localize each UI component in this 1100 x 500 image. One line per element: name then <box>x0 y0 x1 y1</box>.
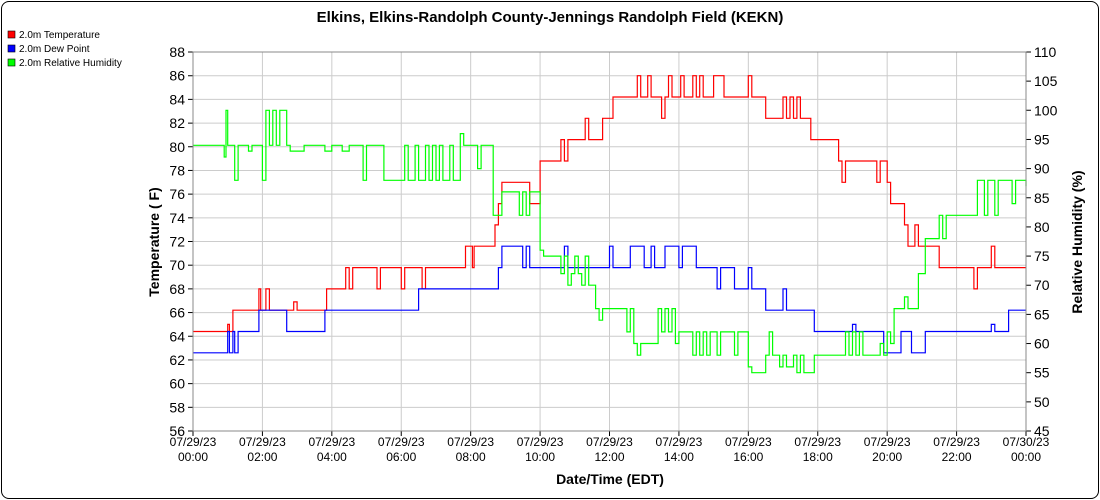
y-tick-label: 62 <box>169 352 185 368</box>
grid <box>192 51 1027 432</box>
y2-tick-label: 75 <box>1034 248 1050 264</box>
y-tick-label: 84 <box>169 91 185 107</box>
y2-tick-label: 110 <box>1034 44 1057 60</box>
legend-swatch <box>7 58 16 67</box>
y-tick-label: 64 <box>169 328 185 344</box>
x-tick-time: 12:00 <box>594 450 624 464</box>
x-tick-time: 00:00 <box>178 450 208 464</box>
legend-label: 2.0m Temperature <box>19 30 100 41</box>
x-tick-date: 07/29/23 <box>794 435 841 449</box>
y2-tick-label: 55 <box>1034 365 1050 381</box>
x-tick-time: 16:00 <box>733 450 763 464</box>
y2-tick-label: 90 <box>1034 161 1050 177</box>
y-axis-ticks: 56 58 60 62 64 66 68 70 72 74 76 78 80 82 84 86 88 <box>169 44 193 439</box>
y2-tick-label: 45 <box>1034 423 1050 439</box>
x-tick-time: 20:00 <box>872 450 902 464</box>
y2-tick-label: 80 <box>1034 219 1050 235</box>
x-tick-date: 07/29/23 <box>170 435 217 449</box>
x-tick-date: 07/29/23 <box>378 435 425 449</box>
x-tick-time: 00:00 <box>1011 450 1041 464</box>
series-line-2-0m-relative-humidity <box>193 109 1027 374</box>
y-tick-label: 66 <box>169 305 185 321</box>
y-tick-label: 72 <box>169 234 185 250</box>
x-tick-time: 04:00 <box>317 450 347 464</box>
y-tick-label: 78 <box>169 162 185 178</box>
y2-tick-label: 85 <box>1034 190 1050 206</box>
x-tick-date: 07/29/23 <box>725 435 772 449</box>
x-tick-date: 07/30/23 <box>1003 435 1050 449</box>
y-tick-label: 80 <box>169 139 185 155</box>
y-tick-label: 74 <box>169 210 185 226</box>
y-tick-label: 60 <box>169 376 185 392</box>
y2-tick-label: 100 <box>1034 102 1058 118</box>
legend: 2.0m Temperature 2.0m Dew Point 2.0m Relat… <box>7 30 122 69</box>
x-tick-time: 14:00 <box>664 450 694 464</box>
x-tick-date: 07/29/23 <box>864 435 911 449</box>
x-tick-date: 07/29/23 <box>517 435 564 449</box>
series-line-2-0m-dew-point <box>193 245 1026 354</box>
y2-tick-label: 70 <box>1034 277 1050 293</box>
y2-tick-label: 60 <box>1034 336 1050 352</box>
y2-tick-label: 95 <box>1034 131 1050 147</box>
y2-tick-label: 105 <box>1034 73 1058 89</box>
x-tick-time: 06:00 <box>386 450 416 464</box>
y-tick-label: 58 <box>169 399 185 415</box>
y-tick-label: 88 <box>169 44 185 60</box>
legend-label: 2.0m Dew Point <box>19 44 90 55</box>
x-axis-label: Date/Time (EDT) <box>556 471 664 487</box>
y-tick-label: 86 <box>169 68 185 84</box>
y-tick-label: 68 <box>169 281 185 297</box>
y-tick-label: 82 <box>169 115 185 131</box>
y2-axis-label: Relative Humidity (%) <box>1069 170 1085 313</box>
y-tick-label: 76 <box>169 186 185 202</box>
legend-swatch <box>7 44 16 53</box>
series-lines <box>193 75 1027 374</box>
legend-swatch <box>7 30 16 39</box>
y2-tick-label: 50 <box>1034 394 1050 410</box>
series-line-2-0m-temperature <box>193 75 1026 333</box>
x-tick-date: 07/29/23 <box>933 435 980 449</box>
x-tick-time: 10:00 <box>525 450 555 464</box>
x-tick-date: 07/29/23 <box>656 435 703 449</box>
x-tick-date: 07/29/23 <box>447 435 494 449</box>
x-tick-time: 08:00 <box>456 450 486 464</box>
x-tick-date: 07/29/23 <box>239 435 286 449</box>
x-tick-time: 18:00 <box>803 450 833 464</box>
legend-label: 2.0m Relative Humidity <box>19 58 122 69</box>
x-tick-time: 02:00 <box>247 450 277 464</box>
y-axis-label: Temperature ( F) <box>146 187 162 296</box>
x-axis-ticks: 07/29/2300:0007/29/2302:0007/29/2304:000… <box>170 431 1050 464</box>
chart-title: Elkins, Elkins-Randolph County-Jennings … <box>317 9 784 26</box>
plot-border <box>192 51 1027 432</box>
y-tick-label: 70 <box>169 257 185 273</box>
x-tick-date: 07/29/23 <box>586 435 633 449</box>
y2-axis-ticks: 45 50 55 60 65 70 75 80 85 90 95 100 105 110 <box>1026 44 1058 439</box>
y-tick-label: 56 <box>169 423 185 439</box>
y2-tick-label: 65 <box>1034 306 1050 322</box>
x-tick-time: 22:00 <box>942 450 972 464</box>
x-tick-date: 07/29/23 <box>308 435 355 449</box>
